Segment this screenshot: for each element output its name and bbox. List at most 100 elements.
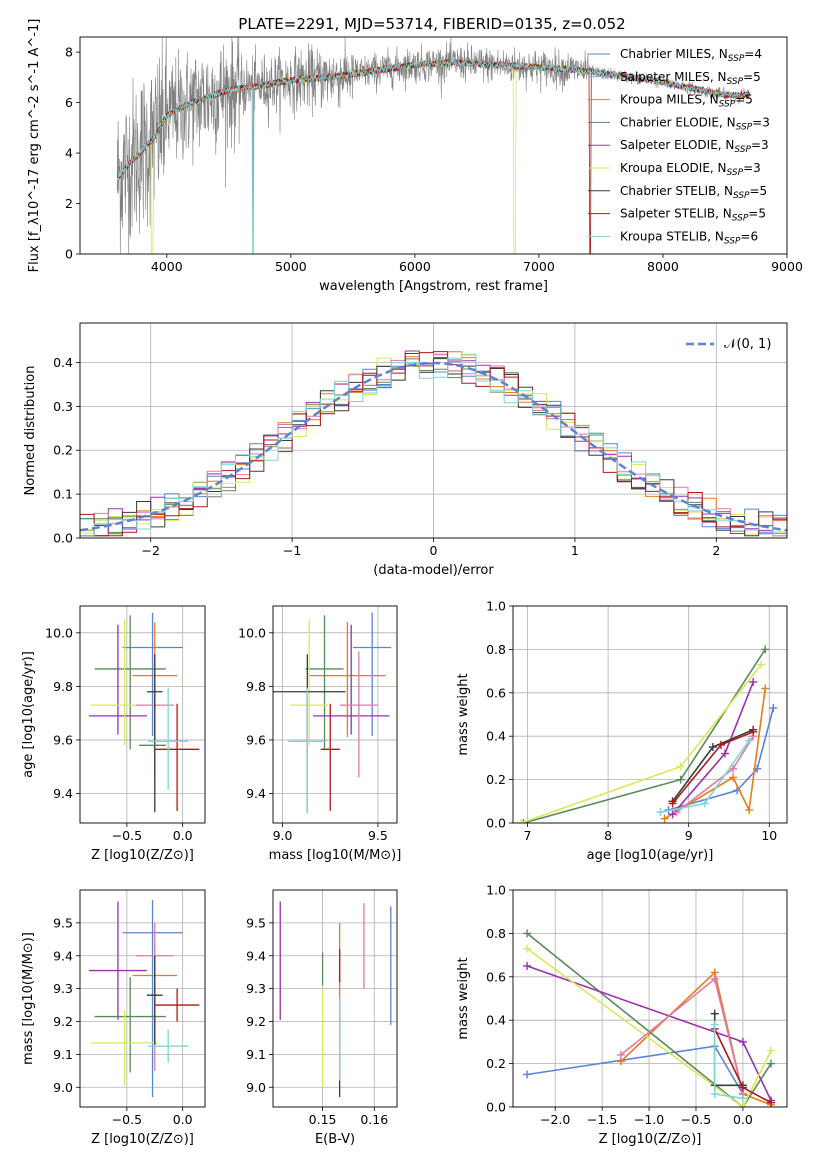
mass-vs-metallicity-panel: −0.5 0.0 9.0 9.1 9.2 9.3 9.4 9.5 Z [log10(Z/Z⊙)]… bbox=[21, 889, 206, 1147]
y-tick-label: 0.4 bbox=[53, 355, 73, 370]
weight-point bbox=[708, 743, 717, 752]
y-tick-label: 9.1 bbox=[246, 1047, 266, 1062]
weight-point bbox=[716, 740, 725, 749]
x-tick-label: 9000 bbox=[771, 259, 803, 274]
x-tick-label: 0.0 bbox=[173, 1112, 193, 1127]
legend-entry: 𝒩(0, 1) bbox=[724, 337, 771, 352]
x-axis-label: wavelength [Angstrom, rest frame] bbox=[319, 279, 548, 294]
legend: 𝒩(0, 1) bbox=[686, 337, 771, 352]
axes-frame bbox=[272, 605, 398, 824]
y-tick-label: 4 bbox=[65, 146, 73, 161]
x-tick-label: −2.0 bbox=[540, 1112, 570, 1127]
plot-area bbox=[116, 37, 751, 254]
weight-vs-metallicity-panel: −2.0 −1.5 −1.0 −0.5 0.0 0.0 0.2 0.4 0.6 0.8 1.0 Z [… bbox=[456, 883, 788, 1147]
weight-series-0 bbox=[526, 1045, 744, 1095]
y-tick-label: 9.3 bbox=[53, 981, 73, 996]
x-tick-label: 0.15 bbox=[309, 1112, 337, 1127]
y-tick-label: 0.3 bbox=[53, 399, 73, 414]
x-tick-label: −1.5 bbox=[587, 1112, 617, 1127]
axes-frame bbox=[512, 889, 788, 1108]
y-axis-label: Normed distribution bbox=[23, 366, 38, 496]
weight-series-1 bbox=[664, 688, 766, 820]
y-tick-label: 0.2 bbox=[53, 443, 73, 458]
legend-entry: Kroupa ELODIE, NSSP=3 bbox=[620, 161, 761, 178]
axes: −2.0 −1.5 −1.0 −0.5 0.0 0.0 0.2 0.4 0.6 0.8 1.0 Z [… bbox=[456, 883, 788, 1147]
x-tick-label: 9.5 bbox=[368, 828, 388, 843]
weight-point bbox=[749, 727, 758, 736]
weight-point bbox=[676, 762, 685, 771]
weight-point bbox=[767, 1046, 776, 1055]
axes: 7 8 9 10 0.0 0.2 0.4 0.6 0.8 1.0 age [log10(age/yr… bbox=[456, 599, 788, 863]
plot-area bbox=[279, 901, 392, 1098]
weight-point bbox=[676, 775, 685, 784]
y-tick-label: 0.0 bbox=[486, 816, 506, 831]
y-tick-label: 9.8 bbox=[53, 679, 73, 694]
axes: 4000 5000 6000 7000 8000 9000 0 2 4 6 8 wavelength … bbox=[27, 19, 803, 294]
weight-point bbox=[523, 929, 532, 938]
y-tick-label: 8 bbox=[65, 45, 73, 60]
weight-point bbox=[668, 810, 677, 819]
weight-point bbox=[700, 799, 709, 808]
x-tick-label: 8 bbox=[604, 828, 612, 843]
model-spectrum-8 bbox=[116, 58, 751, 254]
x-tick-label: 0 bbox=[430, 543, 438, 558]
x-tick-label: 7 bbox=[524, 828, 532, 843]
legend-entry: Kroupa MILES, NSSP=5 bbox=[620, 93, 753, 110]
y-tick-label: 0.8 bbox=[486, 926, 506, 941]
legend-entry: Chabrier MILES, NSSP=4 bbox=[620, 47, 762, 64]
axes: −0.5 0.0 9.4 9.6 9.8 10.0 Z [log10(Z/Z⊙)] age [… bbox=[21, 605, 206, 863]
axes: −0.5 0.0 9.0 9.1 9.2 9.3 9.4 9.5 Z [log10(Z/Z⊙)]… bbox=[21, 889, 206, 1147]
weight-point bbox=[656, 808, 665, 817]
x-tick-label: 7000 bbox=[523, 259, 555, 274]
weight-point bbox=[523, 944, 532, 953]
weight-point bbox=[523, 961, 532, 970]
axes-frame bbox=[512, 605, 788, 824]
weight-point bbox=[729, 764, 738, 773]
y-tick-label: 9.0 bbox=[246, 1080, 266, 1095]
y-tick-label: 9.4 bbox=[246, 786, 266, 801]
y-axis-label: mass [log10(M/M⊙)] bbox=[21, 932, 36, 1065]
plot-area bbox=[88, 899, 200, 1098]
y-axis-label: mass weight bbox=[456, 673, 471, 755]
legend-entry: Chabrier STELIB, NSSP=5 bbox=[620, 184, 767, 201]
weight-point bbox=[616, 1050, 625, 1059]
y-tick-label: 0.2 bbox=[486, 772, 506, 787]
residual-histogram-6 bbox=[80, 358, 787, 537]
y-tick-label: 0.4 bbox=[486, 1013, 506, 1028]
axes: 0.15 0.16 9.0 9.1 9.2 9.3 9.4 9.5 E(B-V) bbox=[246, 889, 398, 1147]
weight-point bbox=[761, 645, 770, 654]
axes-frame bbox=[272, 889, 398, 1108]
weight-point bbox=[738, 1037, 747, 1046]
weight-point bbox=[738, 1094, 747, 1103]
y-tick-label: 9.5 bbox=[246, 915, 266, 930]
x-tick-label: −1.0 bbox=[634, 1112, 664, 1127]
x-tick-label: 9.0 bbox=[273, 828, 293, 843]
x-axis-label: age [log10(age/yr)] bbox=[587, 848, 714, 863]
y-axis-label: Flux [f_λ10^-17 erg cm^-2 s^-1 A^-1] bbox=[27, 19, 42, 273]
axes: −2 −1 0 1 2 0.0 0.1 0.2 0.3 0.4 (data-model)/error… bbox=[23, 322, 788, 578]
grid bbox=[80, 606, 205, 823]
plot-area bbox=[523, 929, 776, 1107]
x-tick-label: 0.0 bbox=[733, 1112, 753, 1127]
legend-entry: Kroupa STELIB, NSSP=6 bbox=[620, 229, 758, 246]
x-tick-label: 1 bbox=[571, 543, 579, 558]
mass-vs-ebv-panel: 0.15 0.16 9.0 9.1 9.2 9.3 9.4 9.5 E(B-V) bbox=[246, 889, 398, 1147]
y-tick-label: 0.8 bbox=[486, 642, 506, 657]
y-tick-label: 9.6 bbox=[53, 732, 73, 747]
legend-entry: Salpeter MILES, NSSP=5 bbox=[620, 70, 761, 87]
weight-point bbox=[745, 736, 754, 745]
age-vs-mass-panel: 9.0 9.5 9.4 9.6 9.8 10.0 mass [log10(M/M⊙)] bbox=[238, 605, 401, 863]
age-vs-metallicity-panel: −0.5 0.0 9.4 9.6 9.8 10.0 Z [log10(Z/Z⊙)] age [… bbox=[21, 605, 206, 863]
weight-point bbox=[660, 814, 669, 823]
x-tick-label: 5000 bbox=[275, 259, 307, 274]
weight-point bbox=[767, 1098, 776, 1107]
weight-point bbox=[761, 684, 770, 693]
weight-series-4 bbox=[526, 947, 772, 1107]
y-axis-label: mass weight bbox=[456, 957, 471, 1039]
x-axis-label: Z [log10(Z/Z⊙)] bbox=[91, 1132, 194, 1147]
weight-series-0 bbox=[668, 707, 775, 811]
y-tick-label: 9.4 bbox=[246, 948, 266, 963]
y-tick-label: 9.5 bbox=[53, 915, 73, 930]
y-tick-label: 0.4 bbox=[486, 729, 506, 744]
x-tick-label: 6000 bbox=[399, 259, 431, 274]
